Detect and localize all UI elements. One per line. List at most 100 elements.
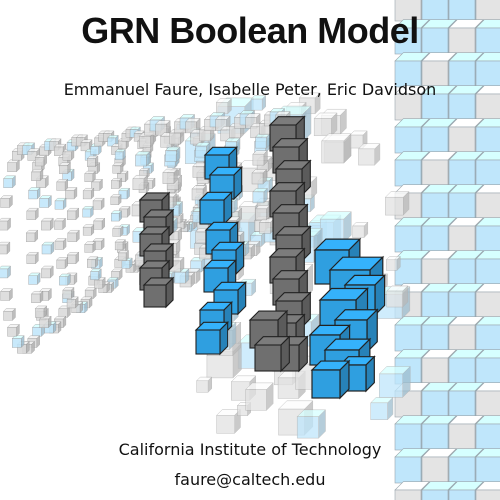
cube: [58, 162, 71, 175]
cube: [110, 177, 123, 190]
cube: [38, 195, 52, 209]
cube: [475, 481, 500, 500]
cube: [30, 168, 44, 182]
cube: [351, 221, 369, 239]
cube: [475, 118, 500, 154]
cube: [0, 288, 13, 301]
cube: [7, 323, 20, 337]
cube: [357, 143, 381, 166]
cube: [40, 217, 54, 231]
cube: [475, 283, 500, 319]
cube: [110, 194, 122, 206]
cube: [117, 249, 130, 262]
cube: [84, 241, 96, 253]
cube: [162, 168, 179, 185]
cube: [475, 448, 500, 484]
institution-name: California Institute of Technology: [118, 440, 382, 459]
cube: [251, 168, 268, 185]
cube: [82, 187, 95, 200]
author-list: Emmanuel Faure, Isabelle Peter, Eric Dav…: [63, 80, 437, 99]
page-title: GRN Boolean Model: [81, 10, 419, 51]
cube: [40, 265, 54, 279]
cube: [475, 19, 500, 55]
cube: [245, 382, 274, 411]
cube: [134, 150, 151, 167]
cube: [216, 408, 242, 434]
cube: [26, 207, 39, 221]
cube: [384, 190, 410, 216]
cube: [54, 197, 67, 210]
cube: [195, 376, 213, 393]
cube: [118, 205, 131, 218]
cube: [58, 273, 71, 286]
cube: [39, 315, 52, 329]
cube: [421, 315, 458, 352]
cube: [321, 133, 352, 164]
cube: [3, 175, 16, 189]
cube: [0, 195, 13, 209]
cube: [254, 204, 271, 221]
cube: [62, 168, 75, 182]
cube: [56, 256, 69, 269]
cube: [164, 146, 181, 163]
cube: [38, 288, 52, 301]
cube: [110, 268, 123, 281]
cube: [56, 178, 69, 191]
cube: [110, 210, 123, 222]
contact-email: faure@caltech.edu: [174, 470, 326, 489]
cube: [11, 335, 25, 348]
cube: [0, 241, 11, 255]
cube: [475, 52, 500, 88]
cube: [53, 217, 66, 230]
cube: [253, 335, 291, 373]
cube: [310, 359, 351, 400]
cube: [475, 250, 500, 286]
cube: [252, 150, 269, 166]
cube: [118, 187, 131, 200]
cube: [114, 239, 126, 251]
cube: [26, 251, 39, 265]
cube: [112, 162, 124, 174]
cube: [82, 205, 94, 218]
cube: [28, 186, 41, 200]
cube: [296, 409, 327, 439]
cube: [394, 216, 431, 253]
cube: [86, 155, 99, 168]
cube: [107, 134, 119, 147]
cube: [319, 211, 352, 244]
cube: [475, 349, 500, 385]
cube: [475, 382, 500, 418]
cube: [34, 154, 48, 167]
cube: [3, 307, 16, 321]
cube: [132, 174, 149, 191]
cube: [475, 184, 500, 220]
cube: [0, 217, 12, 231]
cube: [475, 85, 500, 121]
cube: [80, 139, 93, 152]
cube: [142, 276, 175, 309]
cube: [198, 190, 234, 226]
cube: [475, 151, 500, 187]
cube: [154, 120, 171, 136]
cube: [475, 217, 500, 253]
cube: [475, 316, 500, 352]
cube: [92, 197, 105, 210]
cube: [62, 286, 75, 300]
cube: [114, 148, 126, 161]
cube: [90, 268, 102, 281]
cube: [385, 255, 401, 272]
cube: [54, 237, 67, 250]
cube: [34, 305, 48, 318]
cube: [66, 251, 80, 265]
cube: [349, 130, 368, 149]
cube: [394, 249, 431, 286]
cube: [313, 112, 338, 137]
cube: [252, 187, 269, 204]
cube: [84, 170, 96, 183]
cube: [475, 415, 500, 451]
cube: [41, 241, 55, 255]
cube: [0, 265, 12, 279]
cube: [215, 98, 233, 115]
cube: [67, 229, 80, 243]
